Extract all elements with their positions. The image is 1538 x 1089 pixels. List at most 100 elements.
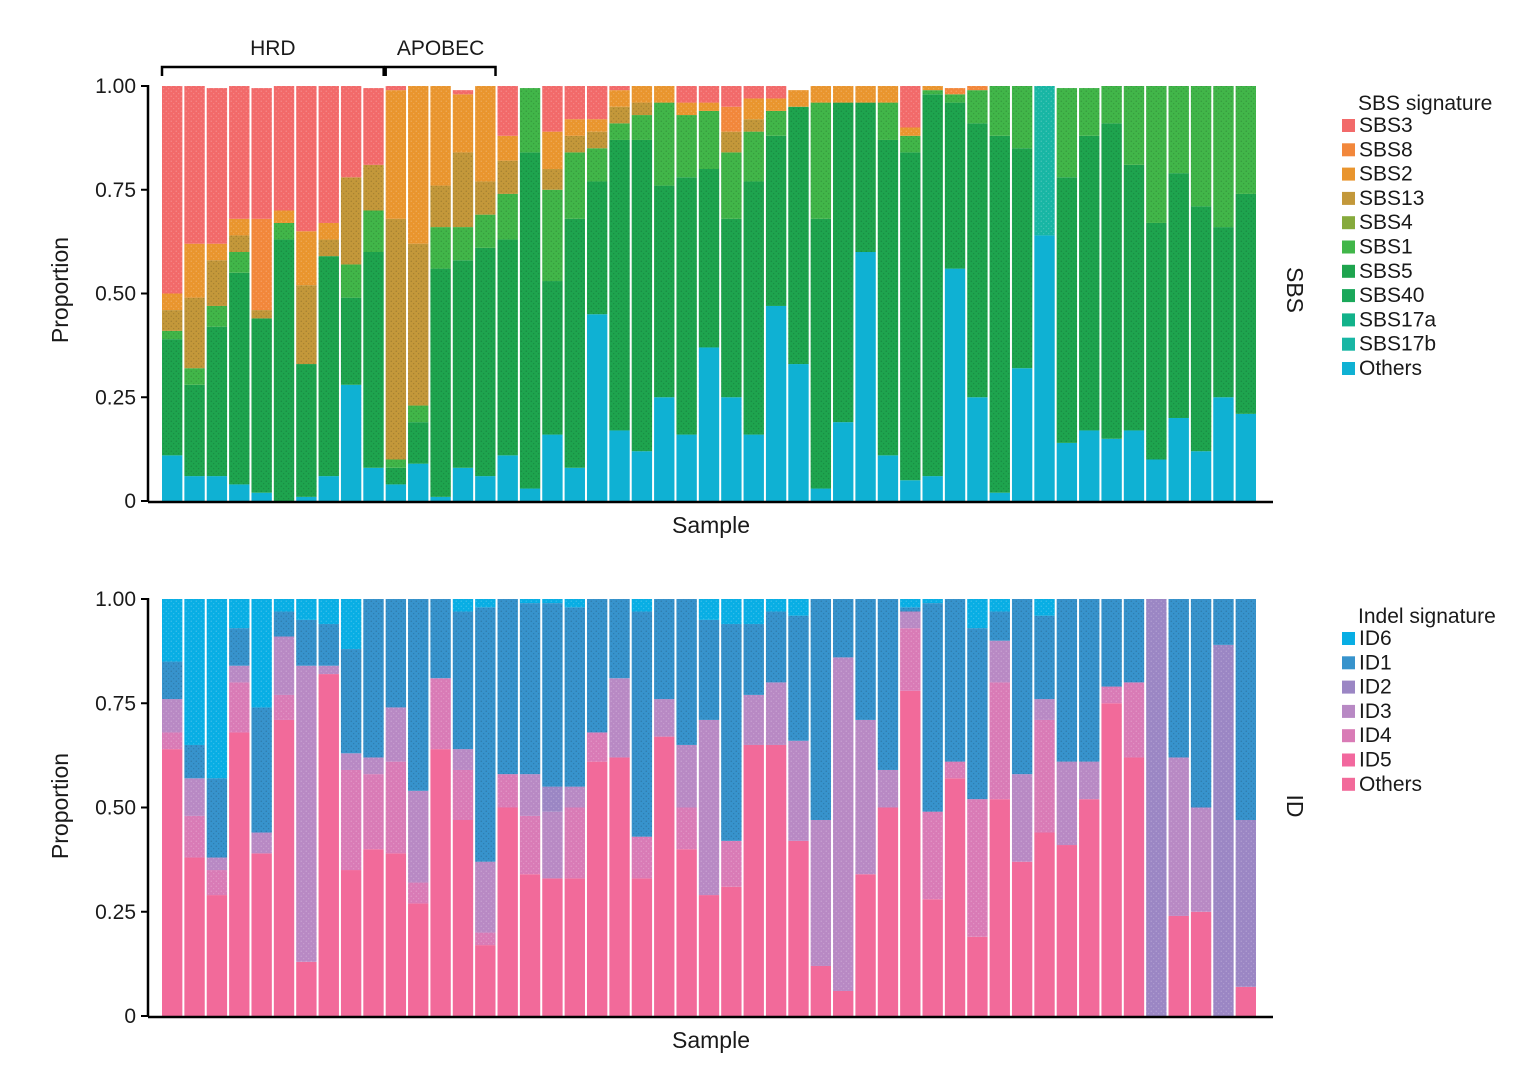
sbs-segment-others: [944, 268, 966, 501]
id-segment-texture: [1190, 599, 1212, 808]
sbs-segment-others: [788, 364, 809, 501]
sbs-segment-texture: [452, 260, 474, 468]
sbs-segment-texture: [967, 123, 988, 398]
sbs-bar-sample-13: [430, 86, 451, 501]
id-segment-texture: [922, 603, 943, 812]
sbs-segment-texture: [654, 185, 675, 398]
id-segment-others: [475, 945, 496, 1016]
sbs-segment-others: [833, 422, 854, 501]
id-segment-texture: [922, 811, 943, 900]
id-segment-texture: [1123, 599, 1145, 683]
sbs-bar-sample-34: [900, 86, 921, 501]
sbs-bar-sample-25: [698, 86, 720, 501]
sbs-segment-texture: [1034, 86, 1055, 236]
sbs-segment-texture: [296, 231, 317, 286]
bracket-hrd: HRD: [160, 37, 385, 76]
sbs-segment-texture: [542, 86, 563, 132]
id-segment-texture: [676, 599, 697, 745]
sbs-segment-texture: [788, 106, 809, 365]
id-segment-texture: [676, 807, 697, 850]
sbs-segment-texture: [206, 326, 228, 477]
id-segment-texture: [363, 599, 384, 758]
id-segment-texture: [698, 619, 720, 720]
sbs-segment-texture: [1056, 177, 1078, 443]
sbs-segment-texture: [385, 459, 407, 468]
sbs-y-tick-label: 0.25: [95, 386, 136, 409]
sbs-segment-texture: [229, 252, 250, 273]
id-segment-texture: [251, 707, 272, 833]
id-segment-texture: [162, 599, 183, 662]
sbs-segment-texture: [273, 86, 295, 211]
id-legend-title: Indel signature: [1358, 605, 1496, 628]
id-segment-others: [855, 874, 876, 1016]
id-segment-texture: [900, 628, 921, 691]
sbs-segment-texture: [1123, 164, 1145, 431]
sbs-segment-others: [676, 434, 697, 501]
sbs-legend-swatch: [1342, 216, 1355, 230]
sbs-bar-sample-48: [1213, 86, 1234, 501]
id-segment-others: [609, 757, 630, 1016]
sbs-segment-texture: [162, 330, 183, 340]
id-segment-texture: [631, 599, 653, 612]
sbs-segment-others: [743, 434, 764, 501]
sbs-segment-texture: [609, 86, 630, 91]
sbs-segment-texture: [944, 94, 966, 103]
sbs-segment-others: [564, 467, 585, 501]
sbs-segment-texture: [184, 384, 205, 477]
id-segment-others: [654, 736, 675, 1016]
sbs-segment-texture: [452, 152, 474, 228]
sbs-segment-texture: [162, 310, 183, 331]
sbs-bar-sample-41: [1056, 88, 1078, 501]
id-segment-texture: [631, 611, 653, 837]
id-segment-texture: [542, 786, 563, 812]
sbs-segment-texture: [1213, 86, 1234, 228]
id-segment-others: [408, 903, 429, 1016]
id-segment-texture: [340, 599, 362, 650]
id-segment-texture: [944, 761, 966, 779]
id-legend-swatch: [1342, 632, 1355, 645]
id-segment-others: [810, 965, 832, 1016]
id-segment-texture: [833, 657, 854, 991]
sbs-segment-texture: [586, 148, 608, 182]
sbs-legend-label: SBS3: [1359, 114, 1413, 137]
sbs-segment-texture: [609, 106, 630, 124]
id-bar-sample-16: [497, 599, 518, 1016]
sbs-legend-item-sbs4: SBS4: [1342, 211, 1413, 234]
sbs-sample-brackets: HRD APOBEC: [160, 37, 497, 76]
sbs-segment-texture: [1213, 227, 1234, 398]
sbs-segment-texture: [1011, 86, 1033, 149]
bracket-apobec: APOBEC: [384, 37, 497, 76]
sbs-segment-texture: [162, 293, 183, 311]
sbs-bar-sample-46: [1168, 86, 1189, 501]
sbs-bar-sample-11: [385, 86, 407, 501]
sbs-segment-texture: [1235, 86, 1256, 194]
sbs-segment-texture: [340, 264, 362, 298]
sbs-y-tick-label: 0: [124, 490, 136, 513]
id-bar-sample-21: [609, 599, 630, 1016]
sbs-segment-texture: [900, 135, 921, 153]
id-segment-texture: [1034, 615, 1055, 700]
sbs-segment-texture: [229, 86, 250, 219]
id-bar-sample-40: [1034, 599, 1055, 1016]
sbs-segment-texture: [698, 169, 720, 348]
sbs-y-tick-label: 1.00: [95, 75, 136, 98]
sbs-segment-texture: [654, 86, 675, 103]
sbs-bar-sample-36: [944, 88, 966, 501]
sbs-segment-others: [340, 384, 362, 501]
id-segment-texture: [296, 599, 317, 620]
sbs-segment-texture: [609, 139, 630, 431]
sbs-bars: [162, 86, 1256, 502]
sbs-segment-texture: [564, 86, 585, 120]
sbs-segment-others: [408, 463, 429, 501]
id-segment-others: [922, 899, 943, 1016]
sbs-segment-texture: [184, 243, 205, 298]
sbs-legend-swatch: [1342, 264, 1355, 278]
id-segment-texture: [721, 599, 742, 625]
id-bar-sample-2: [184, 599, 205, 1016]
sbs-segment-texture: [273, 239, 295, 502]
sbs-segment-texture: [721, 152, 742, 219]
sbs-legend-item-sbs8: SBS8: [1342, 138, 1413, 161]
sbs-legend-item-sbs5: SBS5: [1342, 260, 1413, 283]
id-segment-texture: [788, 599, 809, 616]
id-y-tick-label: 1.00: [95, 588, 136, 611]
